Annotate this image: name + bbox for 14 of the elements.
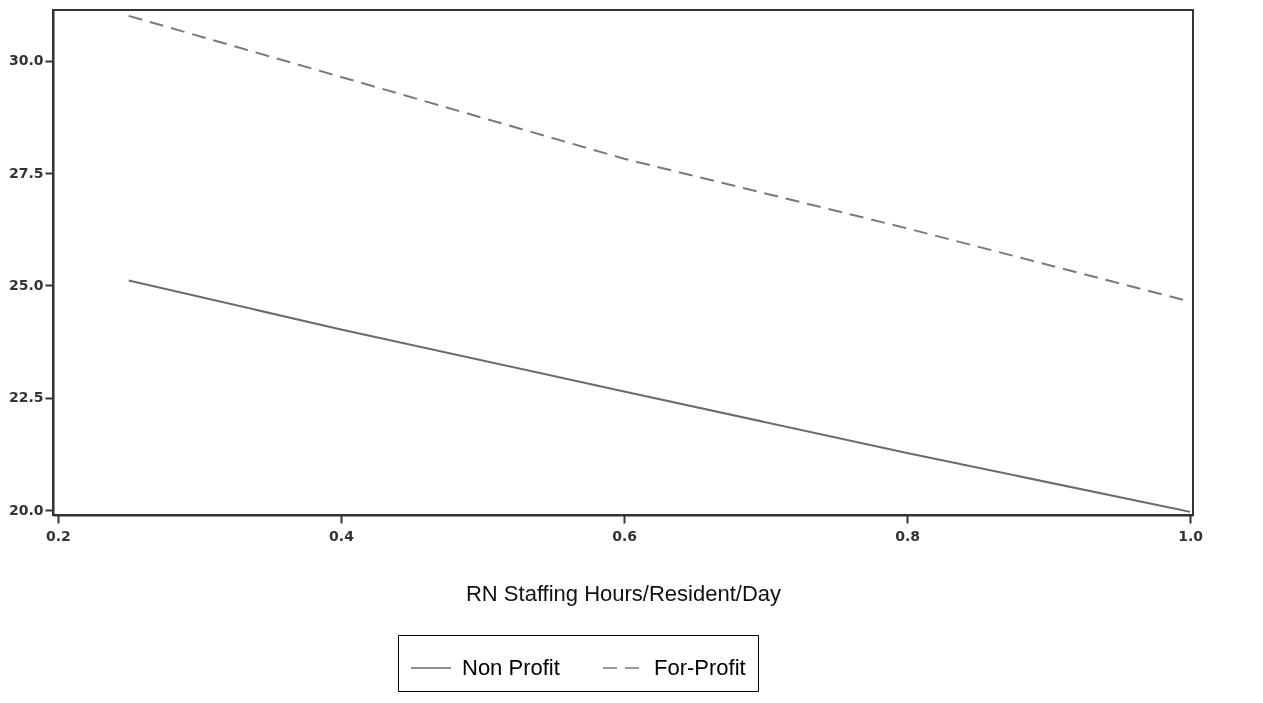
x-tick-label: 0.6: [612, 527, 637, 544]
x-tick-label: 0.8: [895, 527, 921, 544]
y-tick-label: 30.0: [8, 52, 44, 69]
y-tick-label: 20.0: [8, 501, 44, 518]
x-tick-label: 0.4: [329, 527, 355, 544]
y-tick-label: 25.0: [8, 276, 44, 293]
x-tick-label: 0.2: [46, 527, 71, 544]
x-tick-label: 1.0: [1178, 527, 1204, 544]
line-series: [127, 279, 1192, 513]
x-axis-title: RN Staffing Hours/Resident/Day: [465, 580, 782, 606]
legend-label: Non Profit: [462, 655, 560, 680]
legend-label: For-Profit: [654, 655, 746, 680]
y-tick-label: 27.5: [8, 164, 44, 181]
y-tick-label: 22.5: [8, 389, 44, 406]
